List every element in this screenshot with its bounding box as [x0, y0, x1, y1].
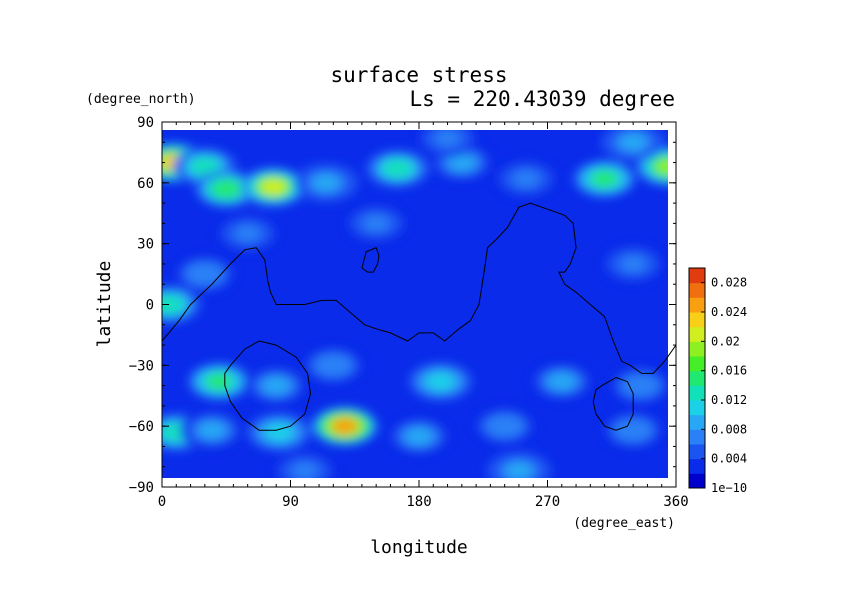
heatmap-field	[162, 130, 668, 478]
contour-1	[361, 247, 380, 273]
hotspot-22	[608, 366, 668, 405]
colorbar-label: 0.004	[711, 452, 747, 466]
y-tick-label: −90	[129, 480, 154, 496]
colorbar-label: 0.012	[711, 393, 747, 407]
contour-2	[224, 340, 312, 431]
hotspot-12	[162, 285, 202, 324]
colorbar-swatch	[689, 400, 705, 416]
colorbar-swatch	[689, 341, 705, 357]
y-axis-ticks: 90 60 30 0 −30 −60 −90	[129, 115, 676, 496]
hotspot-7	[494, 159, 559, 198]
colorbar-label: 1e−10	[711, 481, 747, 495]
colorbar-frame	[688, 267, 706, 489]
colorbar-label: 0.008	[711, 422, 747, 436]
y-tick-label: −30	[129, 358, 154, 374]
x-unit-label: (degree_east)	[573, 516, 675, 531]
y-tick-label: −60	[129, 419, 154, 435]
hotspot-2	[194, 169, 259, 208]
hotspot-4	[294, 163, 359, 202]
x-axis-label: longitude	[370, 537, 468, 558]
contour-0	[161, 202, 677, 374]
x-tick-label: 0	[158, 494, 166, 510]
hotspot-20	[408, 362, 473, 401]
colorbar-label: 0.024	[711, 305, 747, 319]
colorbar-swatch	[689, 268, 705, 284]
y-axis-label: latitude	[94, 261, 115, 348]
hotspot-19	[301, 346, 366, 385]
hotspot-3	[241, 167, 306, 206]
hotspot-13	[172, 255, 237, 294]
hotspot-24	[179, 411, 244, 450]
colorbar-swatch	[689, 312, 705, 328]
y-tick-label: 0	[146, 298, 154, 314]
colorbar-label: 0.02	[711, 334, 740, 348]
colorbar-label: 0.028	[711, 276, 747, 290]
colorbar-swatch	[689, 370, 705, 386]
hotspot-10	[601, 130, 666, 162]
y-tick-label: 90	[137, 115, 154, 131]
x-tick-label: 360	[663, 494, 688, 510]
colorbar-label: 0.016	[711, 364, 747, 378]
hotspot-31	[272, 451, 337, 478]
chart-title: surface stress	[330, 63, 507, 87]
colorbar-swatch	[689, 297, 705, 313]
colorbar-swatch	[689, 473, 705, 489]
colorbar-swatch	[689, 458, 705, 474]
hotspot-29	[601, 411, 666, 450]
hotspot-5	[365, 149, 430, 188]
colorbar-swatch	[689, 444, 705, 460]
hotspot-14	[215, 214, 280, 253]
hotspot-30	[486, 451, 551, 478]
hotspot-16	[601, 244, 666, 283]
x-tick-label: 180	[406, 494, 431, 510]
hotspot-11	[415, 130, 480, 158]
hotspot-26	[312, 407, 377, 446]
colorbar-swatch	[689, 326, 705, 342]
hotspot-15	[344, 204, 409, 243]
hotspot-8	[572, 159, 637, 198]
colorbar-swatch	[689, 414, 705, 430]
colorbar: 1e−10 0.004 0.008 0.012 0.016 0.02 0.024 0.028	[688, 267, 747, 495]
y-unit-label: (degree_north)	[86, 92, 196, 107]
x-tick-label: 270	[535, 494, 560, 510]
contour-lines	[161, 202, 677, 431]
hotspot-25	[247, 413, 312, 452]
hotspot-18	[244, 366, 309, 405]
x-tick-label: 90	[282, 494, 299, 510]
colorbar-swatch	[689, 429, 705, 445]
colorbar-swatch	[689, 356, 705, 372]
hotspot-28	[472, 407, 537, 446]
hotspot-17	[187, 362, 252, 401]
x-axis-ticks: 0 90 180 270 360	[158, 122, 689, 510]
y-tick-label: 30	[137, 237, 154, 253]
contour-3	[592, 376, 634, 431]
y-tick-label: 60	[137, 176, 154, 192]
chart-subtitle: Ls = 220.43039 degree	[409, 87, 675, 111]
colorbar-swatch	[689, 385, 705, 401]
colorbar-swatch	[689, 282, 705, 298]
hotspot-27	[387, 417, 451, 456]
hotspot-21	[529, 362, 594, 401]
